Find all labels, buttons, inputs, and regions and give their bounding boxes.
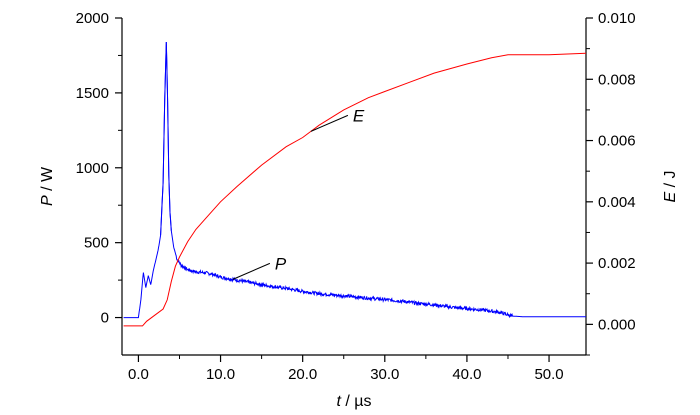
x-axis-unit: / µs <box>341 393 372 410</box>
series-line-P <box>123 41 586 319</box>
annotation-leader-E <box>310 114 349 132</box>
x-tick-label: 0.0 <box>128 366 149 383</box>
x-axis-title: t / µs <box>336 393 371 410</box>
x-tick-label: 20.0 <box>288 366 317 383</box>
y-right-tick-label: 0.002 <box>598 255 636 272</box>
x-tick-label: 40.0 <box>452 366 481 383</box>
annotation-layer: EP <box>232 106 365 280</box>
axes: 0.0 10.0 20.0 30.0 40.0 50.0 0 500 1000 1500 2000 0… <box>76 10 636 383</box>
y-left-tick-label: 1500 <box>76 85 109 102</box>
y-right-tick-label: 0.010 <box>598 10 636 27</box>
y-left-tick-label: 0 <box>101 310 109 327</box>
y-left-axis-unit: / W <box>39 166 56 195</box>
y-left-axis-title: P / W <box>39 166 56 206</box>
series-peak-P <box>160 41 172 236</box>
y-left-tick-label: 2000 <box>76 10 109 27</box>
x-tick-label: 30.0 <box>370 366 399 383</box>
y-left-tick-label: 1000 <box>76 160 109 177</box>
y-right-tick-label: 0.004 <box>598 194 636 211</box>
y-right-tick-label: 0.006 <box>598 133 636 150</box>
y-right-tick-label: 0.008 <box>598 71 636 88</box>
axis-titles: t / µs P / W E / J <box>39 166 679 410</box>
y-right-axis-unit: / J <box>662 170 679 191</box>
series-layer <box>123 41 587 327</box>
y-left-axis-var: P <box>39 195 56 206</box>
x-tick-label: 50.0 <box>534 366 563 383</box>
annotation-label-P: P <box>275 254 287 273</box>
x-tick-label: 10.0 <box>206 366 235 383</box>
y-right-tick-label: 0.000 <box>598 316 636 333</box>
y-right-axis-var: E <box>662 192 679 203</box>
y-right-axis-title: E / J <box>662 170 679 202</box>
y-left-tick-label: 500 <box>84 235 109 252</box>
annotation-leader-P <box>232 262 271 280</box>
series-line-E <box>123 52 587 327</box>
x-axis-var: t <box>336 393 341 410</box>
annotation-label-E: E <box>353 106 365 125</box>
